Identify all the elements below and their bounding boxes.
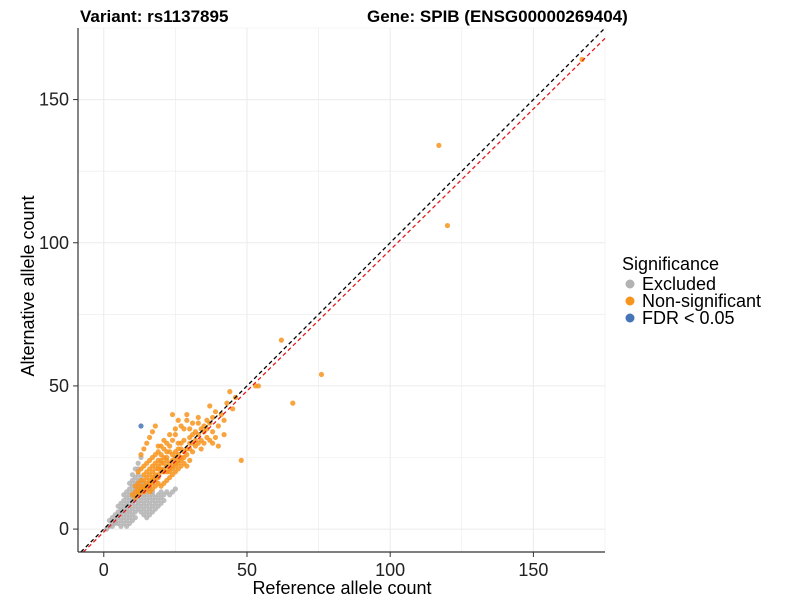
legend-item-non-significant: Non-significant	[625, 291, 761, 311]
series-fdr-0-05	[138, 423, 144, 429]
data-point	[158, 452, 164, 458]
data-point	[189, 432, 196, 438]
legend-label-fdr: FDR < 0.05	[642, 308, 735, 328]
legend: Significance Excluded Non-significant FD…	[622, 254, 761, 328]
data-point	[212, 409, 219, 415]
data-point	[169, 466, 176, 472]
data-point	[207, 403, 213, 409]
data-point	[187, 457, 193, 463]
data-point	[161, 437, 167, 443]
data-point	[167, 432, 173, 438]
legend-swatch-non-significant	[625, 296, 635, 306]
grid	[78, 27, 606, 552]
data-point	[147, 489, 153, 495]
axes: 0 50 100 150 0 50 100 150	[39, 28, 605, 580]
data-point	[210, 440, 216, 446]
data-point	[164, 457, 170, 463]
data-point	[215, 423, 221, 429]
data-point	[155, 443, 161, 449]
data-point	[147, 434, 153, 441]
data-point	[135, 469, 141, 475]
chart-title-gene: Gene: SPIB (ENSG00000269404)	[367, 7, 628, 26]
data-point	[210, 414, 216, 421]
data-point	[221, 432, 227, 438]
data-point	[189, 420, 196, 426]
data-point	[181, 454, 187, 461]
data-point	[124, 489, 130, 495]
x-tick-label: 50	[237, 560, 257, 580]
data-point	[172, 432, 178, 438]
legend-title: Significance	[622, 254, 719, 274]
data-point	[195, 420, 201, 426]
y-tick-label: 150	[39, 90, 69, 110]
data-point	[169, 437, 176, 443]
legend-label-non-significant: Non-significant	[642, 291, 761, 311]
series-non-significant	[129, 56, 585, 501]
reference-line-fit	[82, 37, 606, 553]
data-point	[318, 371, 325, 378]
data-point	[187, 426, 193, 432]
data-point	[212, 434, 219, 441]
data-point	[221, 417, 227, 423]
y-tick-label: 50	[49, 376, 69, 396]
legend-swatch-excluded	[625, 279, 635, 289]
data-point	[238, 457, 244, 463]
data-points	[104, 56, 585, 532]
data-point	[195, 414, 201, 421]
data-point	[149, 429, 156, 435]
data-point	[152, 423, 158, 429]
reference-lines	[80, 27, 606, 553]
legend-swatch-fdr	[625, 313, 635, 323]
data-point	[138, 423, 144, 429]
y-axis-label: Alternative allele count	[18, 195, 38, 376]
data-point	[118, 500, 124, 506]
data-point	[178, 423, 184, 429]
data-point	[215, 443, 221, 449]
data-point	[135, 460, 141, 466]
data-point	[175, 440, 181, 446]
data-point	[172, 449, 178, 455]
data-point	[161, 497, 167, 504]
data-point	[579, 56, 585, 63]
data-point	[132, 515, 138, 521]
data-point	[198, 446, 204, 452]
data-point	[290, 400, 296, 406]
y-tick-label: 100	[39, 233, 69, 253]
x-tick-label: 100	[375, 560, 405, 580]
chart-title-variant: Variant: rs1137895	[80, 7, 228, 26]
data-point	[278, 337, 284, 343]
data-point	[169, 411, 176, 418]
data-point	[138, 452, 144, 458]
data-point	[175, 417, 181, 423]
data-point	[192, 437, 199, 443]
x-tick-label: 0	[99, 560, 109, 580]
data-point	[227, 389, 233, 395]
data-point	[126, 480, 133, 486]
data-point	[144, 440, 150, 446]
data-point	[201, 440, 207, 446]
y-tick-label: 0	[59, 519, 69, 539]
data-point	[230, 406, 236, 412]
data-point	[181, 437, 187, 443]
data-point	[172, 486, 178, 492]
legend-item-fdr: FDR < 0.05	[625, 308, 735, 328]
legend-item-excluded: Excluded	[625, 274, 716, 294]
data-point	[436, 142, 442, 148]
data-point	[224, 400, 230, 406]
data-point	[184, 463, 190, 469]
data-point	[189, 449, 196, 455]
data-point	[129, 472, 136, 478]
data-point	[141, 446, 147, 452]
data-point	[444, 222, 451, 229]
legend-label-excluded: Excluded	[642, 274, 716, 294]
reference-line-identity	[80, 27, 606, 553]
data-point	[210, 429, 216, 435]
data-point	[184, 417, 190, 423]
data-point	[172, 426, 178, 432]
x-axis-label: Reference allele count	[252, 578, 431, 598]
data-point	[161, 446, 167, 452]
x-tick-label: 150	[518, 560, 548, 580]
data-point	[184, 411, 190, 418]
